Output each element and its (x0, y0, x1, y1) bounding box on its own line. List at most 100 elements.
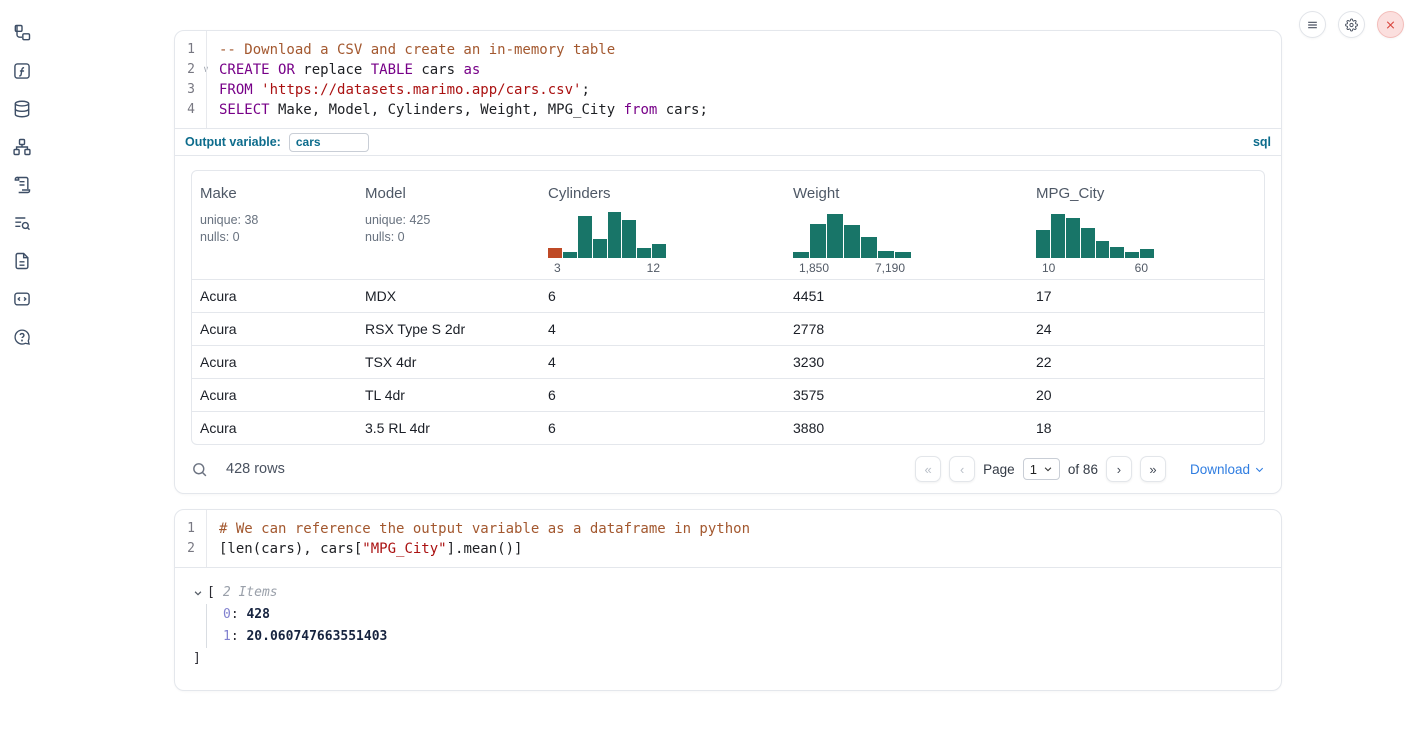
tree-entry-key: 1 (223, 629, 231, 644)
table-header-cell: Make unique: 38 nulls: 0 (200, 183, 365, 275)
sql-code-editor[interactable]: 1 -- Download a CSV and create an in-memo… (175, 31, 1281, 128)
window-controls (1299, 11, 1404, 38)
chevron-down-icon[interactable] (193, 588, 203, 598)
prev-page-button[interactable]: ‹ (949, 456, 976, 482)
database-icon[interactable] (11, 98, 33, 120)
tree-entry-value: 428 (246, 607, 270, 622)
search-icon[interactable] (191, 461, 208, 478)
row-count: 428 rows (226, 461, 285, 477)
function-icon[interactable] (11, 60, 33, 82)
page-label: Page (983, 461, 1015, 477)
chevron-down-icon (1043, 464, 1053, 474)
column-name[interactable]: Model (365, 185, 406, 202)
code-text: [len(cars), cars["MPG_City"].mean()] (219, 541, 523, 557)
histogram-bar (607, 212, 622, 258)
table-row: Acura RSX Type S 2dr 4 2778 24 (192, 312, 1264, 345)
histogram-bar (1036, 230, 1050, 258)
axis-tick-label: 7,190 (874, 261, 905, 275)
items-count-label: 2 Items (222, 585, 278, 600)
column-name[interactable]: Make (200, 185, 237, 202)
table-cell: Acura (200, 288, 237, 304)
download-button[interactable]: Download (1190, 462, 1265, 477)
histogram-bar (827, 214, 843, 258)
table-cell: 4 (548, 354, 556, 370)
table-cell: Acura (200, 321, 237, 337)
search-list-icon[interactable] (11, 212, 33, 234)
open-bracket: [ (207, 585, 215, 600)
table-cell: 4451 (793, 288, 825, 304)
line-number: 2 (187, 62, 195, 77)
table-row: Acura TL 4dr 6 3575 20 (192, 378, 1264, 411)
table-cell: 3880 (793, 420, 825, 436)
sidebar (0, 0, 44, 729)
histogram-axis: 10 60 (1036, 258, 1154, 275)
settings-button[interactable] (1338, 11, 1365, 38)
histogram-axis: 1,850 7,190 (793, 258, 911, 275)
output-variable-input[interactable] (288, 132, 369, 152)
list-output: [ 2 Items 0: 428 1: 20.060747663551403 ] (175, 568, 1281, 690)
column-name[interactable]: Cylinders (548, 185, 611, 202)
histogram-bars (1036, 212, 1154, 258)
table-footer: 428 rows « ‹ Page 1 of 86 › » Download (175, 449, 1281, 493)
table-header-cell: Cylinders 3 12 (548, 183, 793, 275)
data-table: Make unique: 38 nulls: 0 Model unique: 425 nu… (191, 170, 1265, 445)
scroll-icon[interactable] (11, 174, 33, 196)
code-line: 2 [len(cars), cars["MPG_City"].mean()] (175, 539, 1265, 559)
line-number: 1 (187, 42, 195, 57)
close-button[interactable] (1377, 11, 1404, 38)
code-text: # We can reference the output variable a… (219, 521, 751, 537)
histogram-bar (548, 248, 562, 258)
table-cell: 18 (1036, 420, 1052, 436)
pagination: « ‹ Page 1 of 86 › » Download (915, 456, 1265, 482)
first-page-button[interactable]: « (915, 456, 942, 482)
histogram: 10 60 (1036, 212, 1154, 275)
table-cell: Acura (200, 387, 237, 403)
cell-sql: 1 -- Download a CSV and create an in-memo… (174, 30, 1282, 494)
table-header: Make unique: 38 nulls: 0 Model unique: 425 nu… (192, 171, 1264, 279)
next-page-button[interactable]: › (1105, 456, 1132, 482)
table-cell: 4 (548, 321, 556, 337)
axis-tick-label: 12 (646, 261, 660, 275)
menu-button[interactable] (1299, 11, 1326, 38)
page-select-value: 1 (1029, 461, 1037, 477)
histogram-bar (844, 225, 860, 258)
code-line: 2 ∨ CREATE OR replace TABLE cars as (175, 60, 1265, 80)
language-badge: sql (1252, 135, 1271, 149)
table-cell: MDX (365, 288, 397, 304)
last-page-button[interactable]: » (1139, 456, 1166, 482)
code-line: 3 FROM 'https://datasets.marimo.app/cars.… (175, 80, 1265, 100)
line-number: 1 (187, 521, 195, 536)
histogram-bar (637, 248, 652, 258)
code-line: 4 SELECT Make, Model, Cylinders, Weight, … (175, 100, 1265, 120)
file-tree-icon[interactable] (11, 22, 33, 44)
column-name[interactable]: Weight (793, 185, 840, 202)
table-header-cell: MPG_City 10 60 (1036, 183, 1256, 275)
document-icon[interactable] (11, 250, 33, 272)
fold-chevron-icon[interactable]: ∨ (203, 65, 209, 75)
python-code-editor[interactable]: 1 # We can reference the output variable … (175, 510, 1281, 568)
line-number: 3 (187, 82, 195, 97)
table-cell: TL 4dr (365, 387, 405, 403)
snippets-icon[interactable] (11, 288, 33, 310)
table-header-cell: Weight 1,850 7,190 (793, 183, 1036, 275)
table-cell: Acura (200, 420, 237, 436)
line-number: 4 (187, 102, 195, 117)
table-cell: 3575 (793, 387, 825, 403)
chevron-down-icon (1254, 464, 1265, 475)
table-body: Acura MDX 6 4451 17 Acura RSX Type S 2dr 4 2778 2… (192, 279, 1264, 444)
column-name[interactable]: MPG_City (1036, 185, 1105, 202)
output-variable-bar: Output variable: sql (175, 128, 1281, 156)
histogram-bar (793, 252, 809, 258)
tree-entry-value: 20.060747663551403 (246, 629, 388, 644)
table-row: Acura TSX 4dr 4 3230 22 (192, 345, 1264, 378)
histogram-bar (622, 220, 637, 258)
histogram-bar (810, 224, 826, 258)
dependency-graph-icon[interactable] (11, 136, 33, 158)
help-icon[interactable] (11, 326, 33, 348)
page-select[interactable]: 1 (1022, 458, 1060, 480)
histogram-axis: 3 12 (548, 258, 666, 275)
fold-gutter (199, 80, 213, 100)
download-label: Download (1189, 461, 1250, 477)
histogram-bar (895, 252, 911, 258)
fold-gutter (199, 100, 213, 120)
